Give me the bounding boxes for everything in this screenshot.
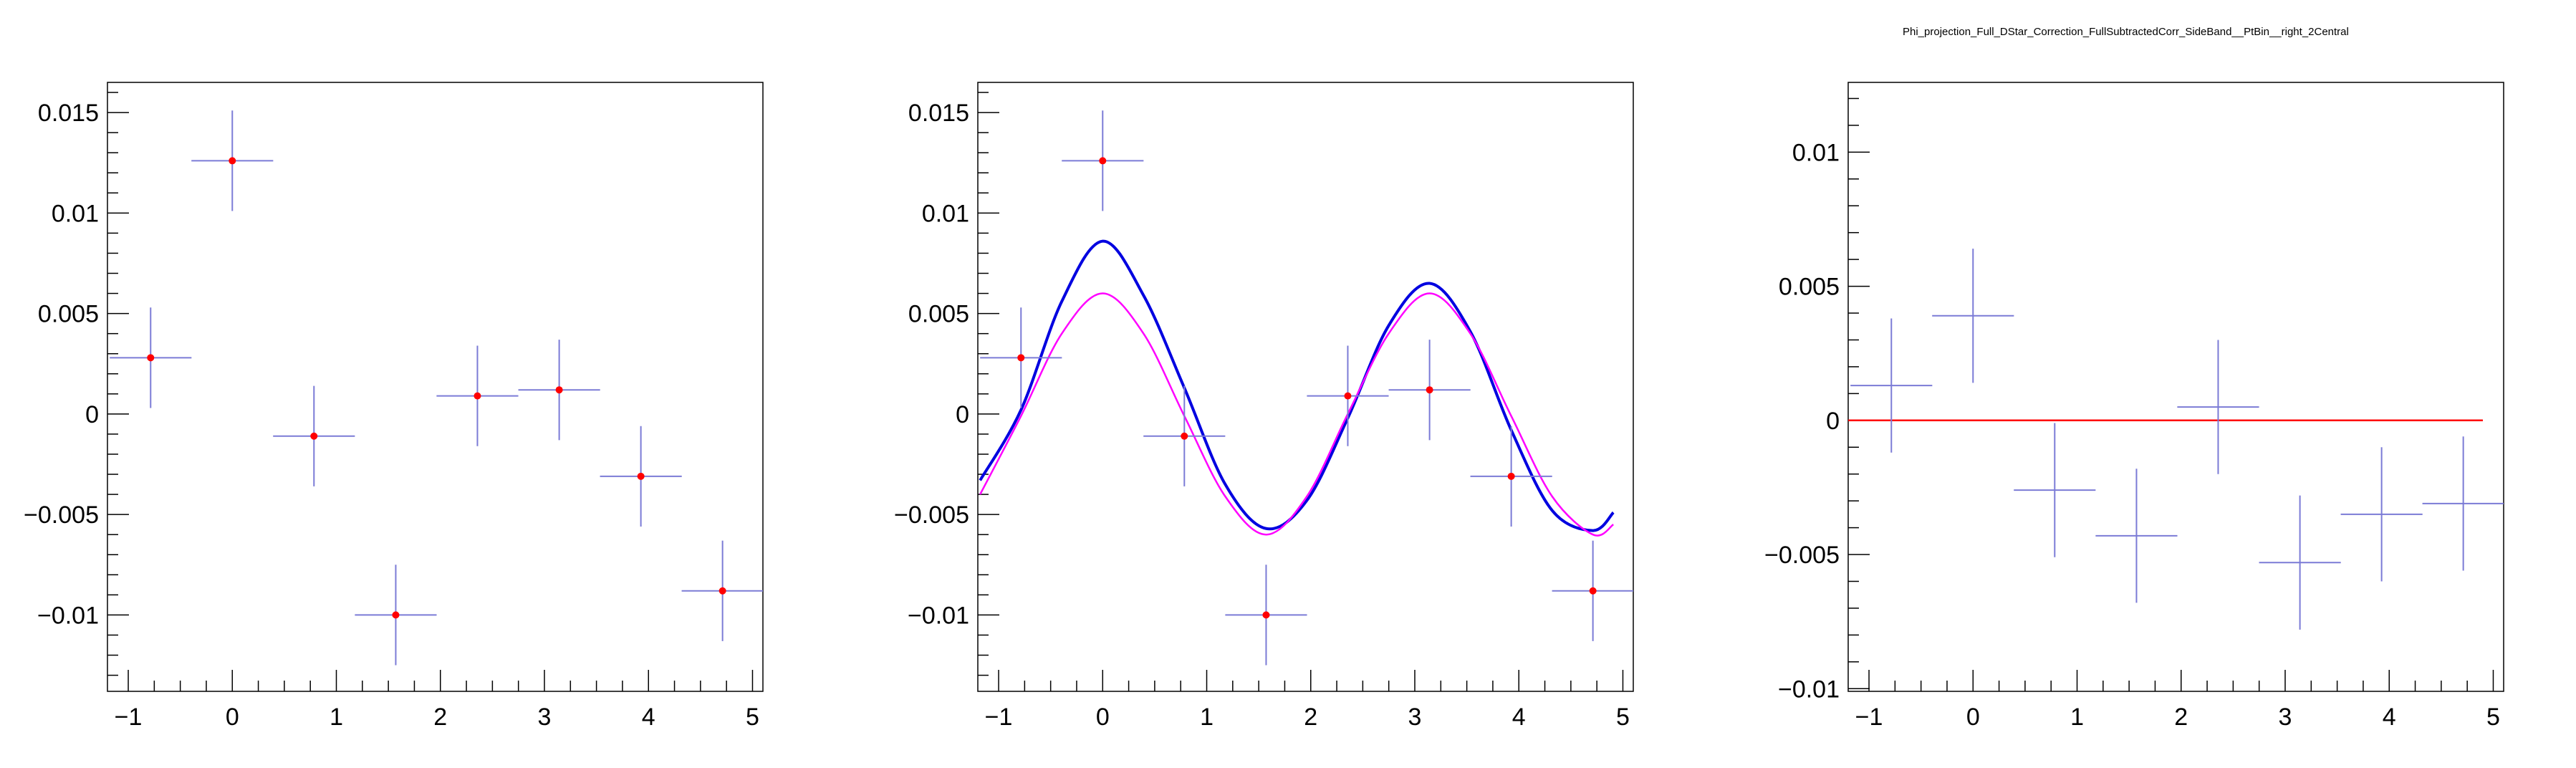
data-point (355, 565, 437, 666)
data-marker (1507, 472, 1515, 480)
x-tick-label: 3 (2279, 704, 2292, 731)
data-point (1470, 426, 1552, 527)
y-tick-label: −0.01 (37, 602, 99, 629)
x-tick-label: 1 (1200, 704, 1213, 731)
x-tick-label: 2 (2174, 704, 2188, 731)
plot-frame (107, 82, 764, 692)
data-marker (310, 432, 318, 440)
data-point (600, 426, 682, 527)
y-tick-label: 0.015 (38, 100, 99, 127)
data-point (2014, 423, 2096, 557)
data-point (2095, 469, 2178, 603)
y-tick-label: 0.01 (52, 200, 99, 227)
data-point (518, 340, 600, 441)
y-tick-label: −0.01 (1778, 676, 1840, 703)
plot-area (979, 110, 1633, 666)
x-tick-label: 1 (330, 704, 343, 731)
y-tick-label: −0.005 (1764, 542, 1840, 569)
y-tick-label: 0.005 (1779, 274, 1840, 301)
plot-frame (977, 82, 1634, 692)
x-tick-label: 2 (1304, 704, 1317, 731)
data-marker (1099, 157, 1107, 165)
data-point (273, 385, 355, 486)
data-marker (1426, 386, 1433, 394)
plot-frame (1847, 82, 2504, 692)
y-tick-label: −0.01 (908, 602, 969, 629)
data-point (1932, 249, 2014, 383)
x-tick-label: −1 (1855, 704, 1883, 731)
y-tick-label: 0.01 (922, 200, 969, 227)
data-marker (229, 157, 236, 165)
plot-panel-middle: −1 0 1 2 3 4 5 −0.01 −0.005 0 0.005 0.01 0.015 (894, 82, 1634, 731)
y-tick-label: 0 (1826, 408, 1840, 435)
data-point (1062, 110, 1144, 211)
data-point (1850, 318, 1933, 453)
x-tick-label: 0 (226, 704, 239, 731)
data-marker (392, 611, 400, 619)
x-tick-label: 3 (1408, 704, 1422, 731)
data-marker (1181, 432, 1188, 440)
data-point (681, 540, 763, 641)
data-marker (1262, 611, 1270, 619)
x-tick-label: 1 (2070, 704, 2084, 731)
y-tick-label: 0.005 (38, 301, 99, 328)
plot-area (110, 110, 763, 666)
data-point (2422, 436, 2504, 571)
data-marker (719, 587, 726, 595)
y-tick-label: 0.015 (908, 100, 969, 127)
data-point (1552, 540, 1633, 641)
y-tick-label: 0 (956, 401, 969, 428)
fit-curve-fit_component (979, 292, 1615, 537)
x-tick-label: 5 (1616, 704, 1630, 731)
x-tick-label: −1 (985, 704, 1013, 731)
y-tick-label: 0.01 (1792, 139, 1840, 166)
x-tick-label: 0 (1966, 704, 1980, 731)
x-tick-label: 5 (746, 704, 759, 731)
x-tick-label: −1 (115, 704, 143, 731)
x-tick-label: 4 (642, 704, 655, 731)
data-point (110, 307, 192, 408)
plot-panel-left: −1 0 1 2 3 4 5 −0.01 −0.005 0 0.005 0.01 0.015 (24, 82, 764, 731)
y-tick-label: 0 (85, 401, 99, 428)
plot-area (1848, 249, 2504, 630)
data-marker (474, 392, 481, 400)
y-tick-label: −0.005 (24, 501, 99, 529)
data-point (2340, 447, 2423, 582)
data-marker (555, 386, 563, 394)
fit-curve-fit_total (979, 239, 1615, 532)
data-marker (637, 472, 645, 480)
x-tick-label: 4 (2383, 704, 2396, 731)
data-marker (1589, 587, 1597, 595)
data-point (436, 345, 519, 446)
data-point (2259, 495, 2341, 630)
data-marker (1017, 354, 1025, 362)
data-marker (1344, 392, 1352, 400)
y-tick-label: −0.005 (894, 501, 969, 529)
x-tick-label: 5 (2486, 704, 2500, 731)
y-tick-label: 0.005 (908, 301, 969, 328)
x-tick-label: 4 (1512, 704, 1526, 731)
data-marker (147, 354, 155, 362)
data-point (191, 110, 274, 211)
x-tick-label: 2 (433, 704, 447, 731)
data-point (1388, 340, 1471, 441)
data-point (1143, 385, 1226, 486)
plot-panel-right: −1 0 1 2 3 4 5 −0.01 −0.005 0 0.005 0.01 (1764, 82, 2504, 731)
page-title: Phi_projection_Full_DStar_Correction_Ful… (1903, 26, 2349, 38)
x-tick-label: 0 (1096, 704, 1110, 731)
data-point (1307, 345, 1389, 446)
x-tick-label: 3 (538, 704, 552, 731)
data-point (1225, 565, 1307, 666)
data-point (980, 307, 1062, 408)
data-point (2177, 340, 2259, 474)
